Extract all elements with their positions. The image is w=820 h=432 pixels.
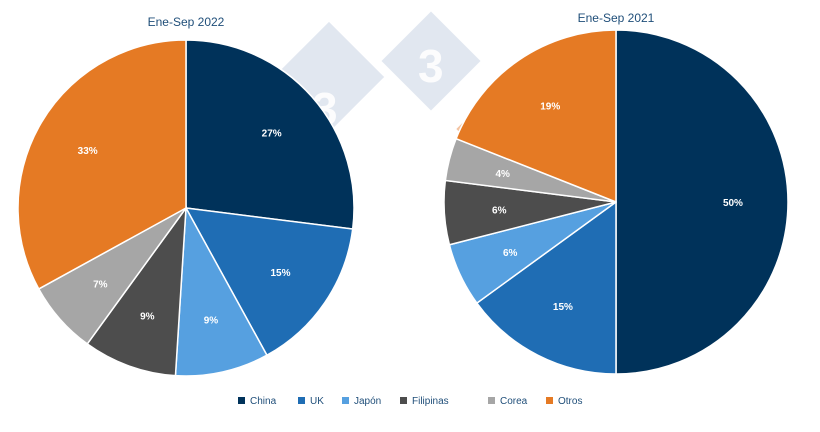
pie-label-china: 27% (262, 128, 282, 139)
pie-slice-otros (17, 39, 187, 290)
watermark-number-center: 3 (418, 40, 444, 92)
pie-labels-2021: 50% 15% 6% 6% 4% 19% (492, 101, 743, 313)
pie-label-corea: 4% (495, 169, 510, 180)
pie-label-uk: 15% (553, 302, 573, 313)
legend-swatch-japon (342, 397, 349, 404)
pie-label-uk: 15% (270, 268, 290, 279)
pie-label-corea: 7% (93, 280, 108, 291)
pie-label-filipinas: 9% (140, 311, 155, 322)
pie-slice-china (185, 39, 355, 230)
pie-labels-2022: 27% 15% 9% 9% 7% 33% (78, 128, 291, 326)
legend-swatch-corea (488, 397, 495, 404)
chart-title-2022: Ene-Sep 2022 (148, 15, 225, 29)
pie-chart-2022: Ene-Sep 2022 27% 15% 9% 9% 7% 33% (17, 15, 355, 377)
pie-slices-2021 (443, 29, 789, 375)
legend-swatch-filipinas (400, 397, 407, 404)
legend-label-filipinas: Filipinas (412, 396, 449, 407)
legend-swatch-otros (546, 397, 553, 404)
pie-slice-china (615, 29, 789, 375)
legend-swatch-china (238, 397, 245, 404)
pie-label-japon: 6% (503, 248, 518, 259)
legend-label-otros: Otros (558, 396, 582, 407)
pie-slice-uk (475, 200, 617, 375)
pie-label-filipinas: 6% (492, 205, 507, 216)
pie-chart-2021: Ene-Sep 2021 50% 15% 6% 6% 4% 19% (443, 11, 789, 375)
legend-label-china: China (250, 396, 277, 407)
legend-swatch-uk (298, 397, 305, 404)
legend-label-corea: Corea (500, 396, 528, 407)
pie-slice-japon (174, 205, 268, 377)
pie-label-china: 50% (723, 198, 743, 209)
pie-slices-2022 (17, 39, 355, 377)
pie-slice-uk (184, 207, 354, 357)
pie-slice-filipinas (86, 205, 187, 377)
pie-label-japon: 9% (204, 315, 219, 326)
chart-title-2021: Ene-Sep 2021 (578, 11, 655, 25)
pie-label-otros: 33% (78, 146, 98, 157)
pie-label-otros: 19% (540, 101, 560, 112)
legend-label-uk: UK (310, 396, 324, 407)
pie-slice-otros (455, 29, 617, 204)
legend-label-japon: Japón (354, 396, 381, 407)
legend: China UK Japón Filipinas Corea Otros (238, 396, 582, 407)
